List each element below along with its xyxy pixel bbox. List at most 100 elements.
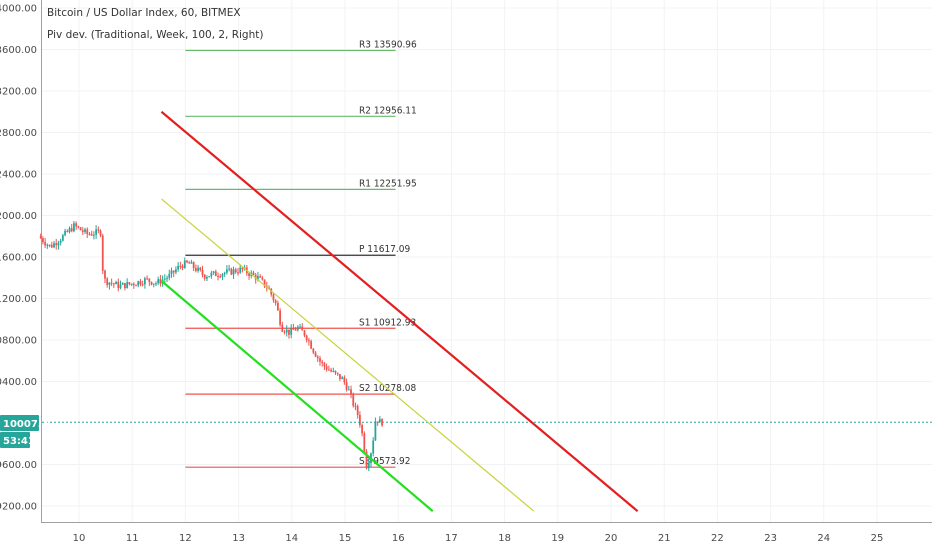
- candle: [303, 329, 306, 338]
- candle-body: [159, 279, 162, 284]
- trendline-red[interactable]: [160, 110, 639, 513]
- time-axis[interactable]: 10 11 12 13 14 15 16 17 18 19 20 21 22 23 24 25: [73, 533, 884, 544]
- candle-body: [276, 302, 279, 311]
- candle-body: [95, 229, 98, 235]
- candle-body: [334, 370, 337, 373]
- candle-body: [301, 326, 304, 331]
- candle: [325, 363, 328, 372]
- candle: [345, 378, 348, 392]
- candle: [95, 225, 98, 239]
- candle-body: [356, 406, 359, 415]
- candle-body: [115, 281, 117, 285]
- candle: [241, 267, 244, 273]
- time-tick-label: 15: [339, 533, 352, 544]
- candle-body: [330, 369, 332, 372]
- candle-body: [290, 328, 293, 335]
- candle: [239, 264, 242, 274]
- candle: [372, 437, 375, 457]
- candle: [327, 365, 330, 371]
- time-tick-label: 22: [711, 533, 724, 544]
- candle: [312, 348, 315, 355]
- price-tick-label: 13200.00: [0, 87, 37, 98]
- candle-body: [73, 223, 75, 232]
- candle-body: [121, 282, 124, 285]
- candle-body: [146, 278, 148, 280]
- candle-body: [135, 285, 137, 287]
- candle-body: [141, 284, 144, 286]
- candle-body: [183, 260, 186, 269]
- candle: [75, 221, 78, 230]
- candle: [237, 267, 239, 276]
- candle: [263, 279, 266, 288]
- candle: [137, 280, 140, 288]
- candle: [356, 404, 359, 419]
- candle: [46, 243, 49, 249]
- candle: [135, 284, 137, 287]
- trendline-yellow[interactable]: [161, 198, 535, 512]
- candle-body: [214, 271, 217, 277]
- candle: [274, 299, 277, 306]
- candle-body: [381, 419, 383, 426]
- candle: [334, 370, 337, 375]
- candle: [308, 337, 310, 346]
- candle: [148, 278, 151, 286]
- price-axis[interactable]: 14000.00 13600.00 13200.00 12800.00 12400.00…: [0, 4, 37, 513]
- candle-body: [232, 269, 235, 275]
- candle-body: [152, 283, 155, 285]
- candle: [314, 351, 317, 358]
- candle-body: [296, 326, 299, 331]
- candle-body: [254, 274, 257, 280]
- candle: [259, 274, 262, 278]
- candle: [279, 308, 281, 327]
- trendline-green[interactable]: [160, 280, 434, 513]
- candle: [230, 267, 233, 276]
- candle-body: [288, 329, 290, 335]
- candle: [192, 261, 195, 272]
- candle: [212, 270, 215, 275]
- candle: [48, 244, 51, 248]
- candle-body: [358, 414, 361, 426]
- current-price-badge-bg: [0, 415, 39, 431]
- candle-body: [192, 262, 195, 269]
- candle-body: [376, 421, 379, 423]
- candle-body: [128, 282, 131, 285]
- candle-body: [201, 270, 204, 275]
- candle: [225, 265, 228, 275]
- candle-body: [197, 267, 199, 271]
- candle-body: [321, 361, 324, 364]
- candle: [42, 236, 44, 245]
- candle-body: [325, 366, 328, 370]
- candle-body: [283, 331, 286, 333]
- candle-body: [157, 279, 160, 284]
- candle-body: [139, 281, 142, 285]
- candle-body: [88, 234, 91, 236]
- candle-body: [292, 328, 295, 330]
- candle: [219, 273, 222, 279]
- candle-body: [234, 269, 237, 273]
- candle: [294, 326, 297, 331]
- price-tick-label: 12000.00: [0, 211, 37, 222]
- candle-body: [172, 270, 175, 273]
- candle-body: [210, 272, 213, 277]
- candle: [183, 257, 186, 269]
- candle: [201, 265, 204, 278]
- trendlines[interactable]: [160, 110, 639, 513]
- current-price-badge: 10007.77 53:41: [0, 415, 56, 448]
- candle-body: [106, 278, 109, 285]
- candle-body: [374, 421, 377, 441]
- candle-body: [363, 433, 366, 452]
- candle: [130, 283, 133, 286]
- candle-body: [274, 300, 277, 303]
- candle-body: [50, 244, 53, 248]
- candle: [186, 259, 188, 264]
- candle: [350, 385, 352, 399]
- candle: [68, 226, 71, 234]
- candle-body: [175, 269, 177, 273]
- candle-body: [241, 267, 244, 270]
- candle: [339, 374, 341, 382]
- candle: [139, 278, 142, 287]
- countdown-badge-bg: [0, 432, 30, 448]
- candle: [188, 260, 191, 264]
- candle-body: [281, 324, 284, 332]
